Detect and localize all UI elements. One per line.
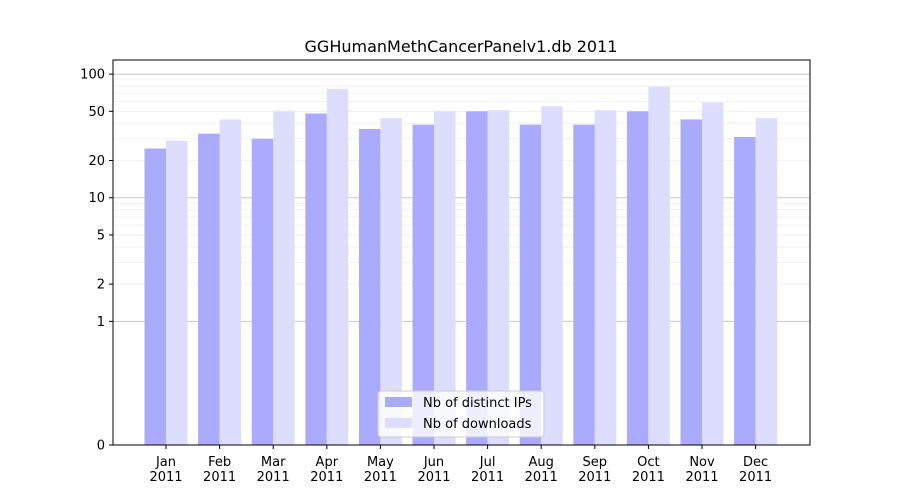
bar (380, 118, 402, 446)
bar (519, 124, 542, 445)
legend-label: Nb of downloads (423, 417, 532, 432)
x-tick-label: Mar 2011 (257, 455, 290, 485)
x-tick-label: Apr 2011 (310, 455, 343, 485)
x-tick-label: Aug 2011 (525, 455, 558, 485)
x-tick-label: Jul 2011 (471, 455, 504, 485)
bar (573, 124, 595, 445)
x-tick-label: Sep 2011 (578, 455, 611, 485)
legend-swatch (385, 397, 412, 407)
y-tick-label: 100 (80, 68, 105, 83)
legend-swatch (385, 418, 412, 428)
x-tick-label: Dec 2011 (739, 455, 772, 485)
bar (144, 148, 166, 445)
y-tick-label: 10 (88, 191, 105, 206)
x-tick-label: Jun 2011 (417, 455, 450, 485)
y-tick-label: 5 (97, 228, 105, 243)
bar (273, 111, 295, 445)
x-tick-label: Feb 2011 (203, 455, 236, 485)
x-axis: Jan 2011 Feb 2011 Mar 2011 Apr 2011 May 2011 Jun 20… (149, 445, 772, 485)
x-tick-label: May 2011 (364, 455, 397, 485)
legend-label: Nb of distinct IPs (423, 396, 532, 411)
bar (626, 111, 649, 445)
legend: Nb of distinct IPs Nb of downloads (377, 390, 545, 438)
y-tick-label: 1 (97, 315, 105, 330)
bar (326, 88, 349, 445)
bar (734, 136, 756, 445)
bar (702, 102, 724, 445)
x-tick-label: Oct 2011 (632, 455, 665, 485)
bar (198, 133, 220, 445)
bar (466, 111, 488, 445)
y-tick-label: 20 (88, 154, 105, 169)
bar (166, 140, 188, 445)
bar (541, 106, 563, 445)
bars (144, 86, 778, 446)
bar (412, 124, 434, 445)
y-tick-label: 2 (97, 278, 105, 293)
bar (755, 118, 778, 446)
bar (219, 119, 242, 445)
y-tick-label: 50 (88, 105, 105, 120)
x-tick-label: Nov 2011 (685, 455, 718, 485)
bar (305, 113, 327, 446)
bar (594, 110, 617, 445)
legend-box (377, 390, 545, 438)
x-tick-label: Jan 2011 (149, 455, 182, 485)
bar (680, 119, 702, 445)
bar (251, 138, 274, 446)
y-axis: 0 1 2 5 10 20 50 100 (80, 68, 113, 454)
bar (358, 128, 381, 445)
plot-frame (112, 59, 811, 446)
bar (648, 86, 670, 446)
bar (487, 110, 510, 445)
chart-title: GGHumanMethCancerPanelv1.db 2011 (305, 37, 618, 56)
bar (434, 111, 456, 445)
y-tick-label: 0 (97, 439, 105, 454)
